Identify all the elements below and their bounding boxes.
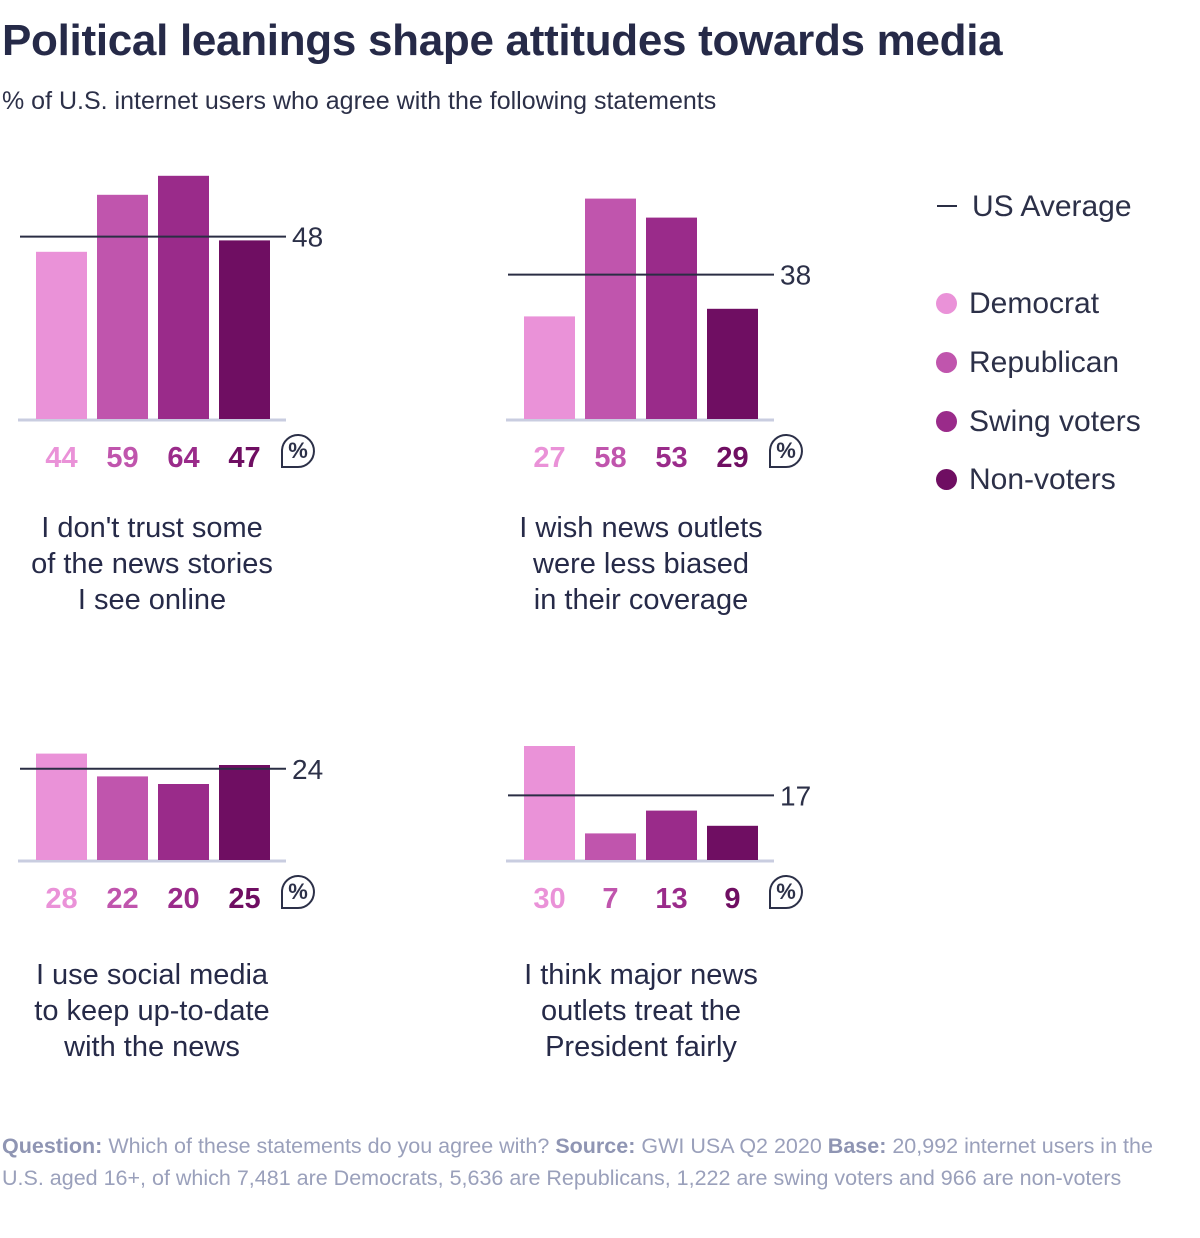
panel-2-value-swing-voters: 53 [655,442,687,474]
question-label: Question: [2,1134,103,1158]
base-label: Base: [827,1134,887,1158]
legend-item-average: US Average [932,190,1132,224]
panel-1-average-value: 48 [292,222,323,253]
panel-2-value-non-voters: 29 [716,442,748,474]
source-text: GWI USA Q2 2020 [641,1134,822,1158]
panel-1-bar-swing-voters [158,175,209,419]
panel-1-percent-badge-text: % [288,438,308,463]
panel-2-percent-badge-text: % [776,438,796,463]
panel-4-bar-democrat [524,746,575,860]
panel-3-value-republican: 22 [106,883,138,915]
panel-4-bar-republican [585,833,636,860]
panel-3-percent-badge-icon [281,875,315,909]
panel-1-bar-republican [97,194,148,419]
legend-label-swing-voters: Swing voters [969,405,1141,438]
swing-voters-dot-icon [936,410,957,432]
legend-item-democrat: Democrat [932,287,1099,321]
republican-dot-icon [936,351,957,373]
legend-label-republican: Republican [969,346,1120,379]
panel-3-bar-non-voters [219,765,270,860]
chart-subtitle: % of U.S. internet users who agree with … [2,87,717,115]
panel-4-value-non-voters: 9 [724,883,740,915]
legend-item-republican: Republican [932,346,1119,380]
panel-4-value-democrat: 30 [533,883,565,915]
panel-1-value-swing-voters: 64 [167,442,199,474]
panel-2-average-value: 38 [780,260,811,291]
non-voters-dot-icon [936,468,957,490]
panel-1-value-democrat: 44 [45,442,77,474]
average-line-icon [937,205,957,208]
panel-4-caption: I think major news outlets treat the Pre… [524,959,758,1063]
legend-item-non-voters: Non-voters [932,463,1116,497]
panel-4-percent-badge-text: % [776,879,796,904]
panel-3-average-value: 24 [292,754,323,785]
panel-2-bar-swing-voters [646,217,697,419]
panel-1-caption: I don't trust some of the news stories I… [31,512,273,616]
panel-4-percent-badge-icon [769,875,803,909]
panel-4-bar-swing-voters [646,810,697,860]
democrat-dot-icon [936,292,957,314]
panel-2-percent-badge-icon [769,434,803,468]
chart-title: Political leanings shape attitudes towar… [2,16,1003,65]
panel-2-value-republican: 58 [594,442,626,474]
panel-2-bar-non-voters [707,308,758,419]
panel-3-bar-democrat [36,753,87,860]
source-label: Source: [555,1134,636,1158]
panel-4-value-swing-voters: 13 [655,883,687,915]
panel-4-value-republican: 7 [602,883,618,915]
legend-label-average: US Average [972,190,1132,223]
panel-2-bar-republican [585,198,636,419]
panel-3-value-swing-voters: 20 [167,883,199,915]
panel-2-value-democrat: 27 [533,442,565,474]
panel-3-bar-republican [97,776,148,860]
legend-label-democrat: Democrat [969,287,1100,320]
legend-item-swing-voters: Swing voters [932,405,1141,439]
panel-1-value-republican: 59 [106,442,138,474]
panel-1-bar-non-voters [219,240,270,419]
legend-label-non-voters: Non-voters [969,463,1116,496]
question-text: Which of these statements do you agree w… [108,1134,550,1158]
footer-notes: Question: Which of these statements do y… [2,1130,1192,1194]
panel-1-bar-democrat [36,251,87,419]
panel-3-bar-swing-voters [158,784,209,860]
panel-1-value-non-voters: 47 [228,442,260,474]
panel-4-bar-non-voters [707,825,758,860]
base-text: 20,992 internet users in the U.S. aged 1… [2,1134,1153,1190]
panel-2-caption: I wish news outlets were less biased in … [519,512,763,616]
panel-2-bar-democrat [524,316,575,419]
panel-3-percent-badge-text: % [288,879,308,904]
panel-3-value-non-voters: 25 [228,883,260,915]
panel-1-percent-badge-icon [281,434,315,468]
panel-3-caption: I use social media to keep up-to-date wi… [34,959,270,1063]
panel-3-value-democrat: 28 [45,883,77,915]
panel-4-average-value: 17 [780,780,811,811]
